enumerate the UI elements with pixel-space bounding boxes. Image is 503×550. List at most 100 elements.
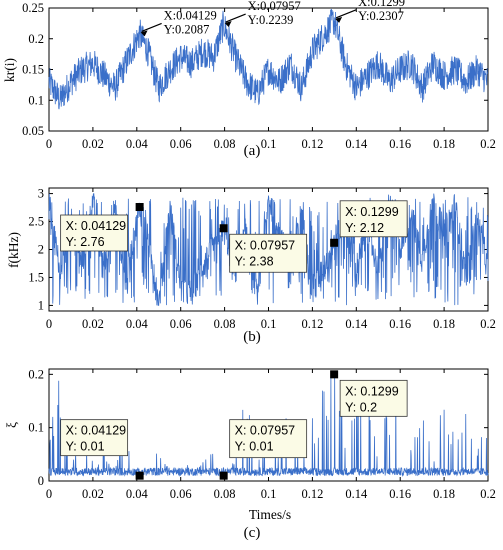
panel-label: (b)	[243, 329, 261, 345]
x-tick-label: 0.2	[480, 137, 496, 151]
x-tick-label: 0.18	[433, 487, 455, 501]
chart-panel-a: 0 0.02 0.04 0.06 0.08 0.1 0.12 0.14 0.16 0.18 0.2 0…	[2, 0, 496, 159]
x-tick-label: 0.1	[261, 317, 277, 331]
data-tip-x-value: X: 0.1299	[345, 205, 399, 219]
y-tick-label: 1.5	[28, 270, 44, 284]
data-tip-2: X: 0.07957 Y: 2.38	[219, 224, 308, 273]
x-tick-label: 0.04	[126, 317, 149, 331]
annotation-y-value: Y:0.2087	[164, 22, 210, 36]
y-tick-label: 0.15	[22, 63, 44, 77]
data-tip-2: X: 0.07957 Y: 0.01	[219, 419, 308, 480]
x-axis-label: Times/s	[249, 507, 291, 522]
x-tick-label: 0.02	[82, 317, 104, 331]
x-tick-label: 0.02	[82, 487, 104, 501]
data-tip-x-value: X: 0.1299	[345, 384, 399, 398]
data-tip-y-value: Y: 0.01	[66, 440, 105, 454]
x-tick-label: 0.12	[301, 137, 323, 151]
data-tip-x-value: X: 0.07957	[235, 424, 296, 438]
x-tick-label: 0.08	[214, 487, 236, 501]
data-tip-1: X: 0.04129 Y: 2.76	[60, 203, 144, 252]
y-axis-label: f(kHz)	[6, 232, 21, 268]
annotation-arrow	[335, 9, 357, 19]
annotation-y-value: Y:0.2307	[358, 9, 404, 23]
data-tip-marker	[135, 471, 144, 480]
data-tip-x-value: X: 0.04129	[66, 219, 127, 233]
data-tip-marker	[330, 238, 339, 247]
y-tick-label: 2	[38, 243, 44, 257]
y-tick-label: 0.2	[28, 32, 44, 46]
x-tick-label: 0.14	[345, 317, 368, 331]
x-tick-label: 0.16	[389, 487, 411, 501]
x-tick-label: 0.14	[345, 487, 368, 501]
data-tip-box	[229, 233, 308, 273]
data-tip-y-value: Y: 2.76	[66, 235, 105, 249]
x-tick-label: 0.16	[389, 137, 411, 151]
x-tick-label: 0.04	[126, 137, 149, 151]
x-tick-label: 0.16	[389, 317, 411, 331]
x-tick-label: 0.18	[433, 137, 455, 151]
y-axis-label: kr(i)	[2, 58, 17, 82]
data-tip-3: X: 0.1299 Y: 2.12	[330, 200, 408, 247]
y-tick-label: 0.1	[28, 93, 44, 107]
data-tip-x-value: X: 0.04129	[66, 424, 127, 438]
x-tick-label: 0.04	[126, 487, 149, 501]
x-tick-label: 0.1	[261, 487, 277, 501]
data-tip-marker	[219, 471, 228, 480]
annotation-arrowhead	[224, 21, 232, 28]
annotation-x-value: X:0.1299	[358, 0, 405, 9]
x-tick-label: 0	[46, 317, 52, 331]
y-tick-label: 1	[38, 298, 44, 312]
x-tick-label: 0.1	[261, 137, 277, 151]
y-tick-label: 2.5	[28, 215, 44, 229]
panel-label: (c)	[244, 525, 261, 541]
panel-label: (a)	[244, 143, 261, 159]
x-tick-label: 0	[46, 487, 52, 501]
x-tick-label: 0.2	[480, 317, 496, 331]
y-axis-label: ξ	[4, 422, 19, 428]
annotation-x-value: X:0.04129	[164, 8, 217, 22]
data-tip-1: X: 0.04129 Y: 0.01	[60, 419, 144, 480]
data-tip-y-value: Y: 0.2	[345, 400, 377, 414]
data-tip-marker	[219, 224, 228, 233]
data-tip-box	[60, 214, 129, 252]
data-tip-marker	[135, 203, 144, 212]
x-tick-label: 0	[46, 137, 52, 151]
data-tip-3: X: 0.1299 Y: 0.2	[330, 370, 408, 417]
y-tick-label: 0.1	[28, 421, 44, 435]
x-tick-label: 0.2	[480, 487, 496, 501]
x-tick-label: 0.06	[170, 137, 192, 151]
x-tick-label: 0.08	[214, 317, 236, 331]
annotation-arrow	[225, 13, 246, 23]
x-tick-label: 0.18	[433, 317, 455, 331]
x-tick-label: 0.08	[214, 137, 236, 151]
data-tip-marker	[330, 370, 339, 379]
annotation-arrow	[141, 22, 162, 32]
chart-panel-b: 0 0.02 0.04 0.06 0.08 0.1 0.12 0.14 0.16 0.18 0.2 1…	[6, 187, 496, 345]
x-tick-label: 0.14	[345, 137, 368, 151]
data-tip-box	[229, 419, 308, 459]
x-tick-label: 0.02	[82, 137, 104, 151]
x-tick-label: 0.12	[301, 317, 323, 331]
data-tip-box	[339, 200, 408, 238]
data-tip-y-value: Y: 2.38	[235, 254, 274, 268]
y-tick-label: 0	[38, 474, 44, 488]
y-tick-label: 0.05	[22, 124, 44, 138]
data-tip-box	[339, 379, 408, 417]
data-tip-x-value: X: 0.07957	[235, 238, 296, 252]
data-series-line	[48, 8, 489, 110]
data-tip-y-value: Y: 0.01	[235, 440, 274, 454]
x-tick-label: 0.06	[170, 317, 192, 331]
x-tick-label: 0.06	[170, 487, 192, 501]
y-tick-label: 0.2	[28, 367, 44, 381]
data-tip-box	[60, 419, 129, 457]
x-tick-label: 0.12	[301, 487, 323, 501]
y-tick-label: 0.25	[22, 1, 44, 15]
annotation-y-value: Y:0.2239	[248, 13, 294, 27]
chart-panel-c: 0 0.02 0.04 0.06 0.08 0.1 0.12 0.14 0.16 0.18 0.2 0…	[4, 367, 496, 541]
annotation-arrowhead	[335, 16, 343, 23]
annotation-x-value: X:0.07957	[248, 0, 301, 13]
